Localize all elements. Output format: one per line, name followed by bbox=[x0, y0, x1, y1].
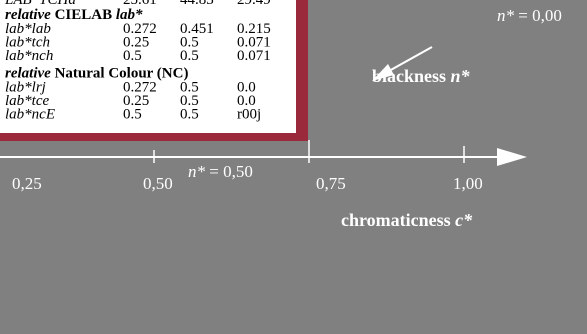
value: = 0,50 bbox=[209, 162, 253, 181]
n-top-label: n* = 0,00 bbox=[497, 6, 562, 25]
heading-part: lab* bbox=[116, 7, 143, 23]
tick-label: 0,25 bbox=[12, 174, 42, 193]
value: = 0,00 bbox=[518, 6, 562, 25]
axis-arrow bbox=[497, 148, 527, 166]
blackness-label: blackness n* bbox=[372, 66, 471, 86]
cell: lab*lab bbox=[5, 21, 51, 37]
heading-part: relative bbox=[5, 66, 51, 82]
cell: 0.5 bbox=[180, 48, 199, 64]
cell: 0.451 bbox=[180, 21, 214, 37]
panel bbox=[0, 0, 296, 133]
cell: lab*lrj bbox=[5, 80, 46, 96]
table: LAB*TCHa 25.61 44.83 29.49 relative CIELAB l… bbox=[4, 0, 271, 123]
cell: 0.5 bbox=[123, 107, 142, 123]
symbol: c* bbox=[455, 210, 473, 230]
cell: 0.5 bbox=[180, 93, 199, 109]
cell: 0.5 bbox=[180, 35, 199, 51]
cell: 0.071 bbox=[237, 35, 271, 51]
cell: 0.5 bbox=[123, 48, 142, 64]
cell: 29.49 bbox=[237, 0, 271, 8]
cell: 0.25 bbox=[123, 93, 149, 109]
cell: 0.272 bbox=[123, 80, 157, 96]
n-mid-label: n* = 0,50 bbox=[188, 162, 253, 181]
cell: lab*tce bbox=[5, 93, 49, 109]
symbol: n* bbox=[451, 66, 471, 86]
word: chromaticness bbox=[341, 210, 451, 230]
cell: 0.272 bbox=[123, 21, 157, 37]
cell: 0.25 bbox=[123, 35, 149, 51]
chromaticness-label: chromaticness c* bbox=[341, 210, 473, 230]
section-heading: relative CIELAB lab* bbox=[5, 7, 143, 23]
symbol: n* bbox=[188, 162, 206, 181]
cell: 0.215 bbox=[237, 21, 271, 37]
cell: lab*ncE bbox=[5, 107, 55, 123]
cell: 0.5 bbox=[180, 107, 199, 123]
heading-part: relative bbox=[5, 7, 51, 23]
cell: 25.61 bbox=[123, 0, 157, 8]
section-heading: relative Natural Colour (NC) bbox=[5, 66, 188, 82]
cell: 0.5 bbox=[180, 80, 199, 96]
tick-label: 0,75 bbox=[316, 174, 346, 193]
cell: lab*tch bbox=[5, 35, 50, 51]
cell: 0.0 bbox=[237, 93, 256, 109]
cell: 0.0 bbox=[237, 80, 256, 96]
cell: lab*nch bbox=[5, 48, 53, 64]
cell: LAB*TCHa bbox=[4, 0, 76, 8]
heading-part: CIELAB bbox=[55, 7, 113, 23]
cell: r00j bbox=[237, 107, 261, 123]
heading-part: Natural Colour (NC) bbox=[55, 66, 189, 82]
tick-label: 1,00 bbox=[453, 174, 483, 193]
cell: 0.071 bbox=[237, 48, 271, 64]
arrow-head bbox=[372, 64, 394, 81]
cell: 44.83 bbox=[180, 0, 214, 8]
tick-label: 0,50 bbox=[143, 174, 173, 193]
word: blackness bbox=[372, 66, 446, 86]
symbol: n* bbox=[497, 6, 515, 25]
